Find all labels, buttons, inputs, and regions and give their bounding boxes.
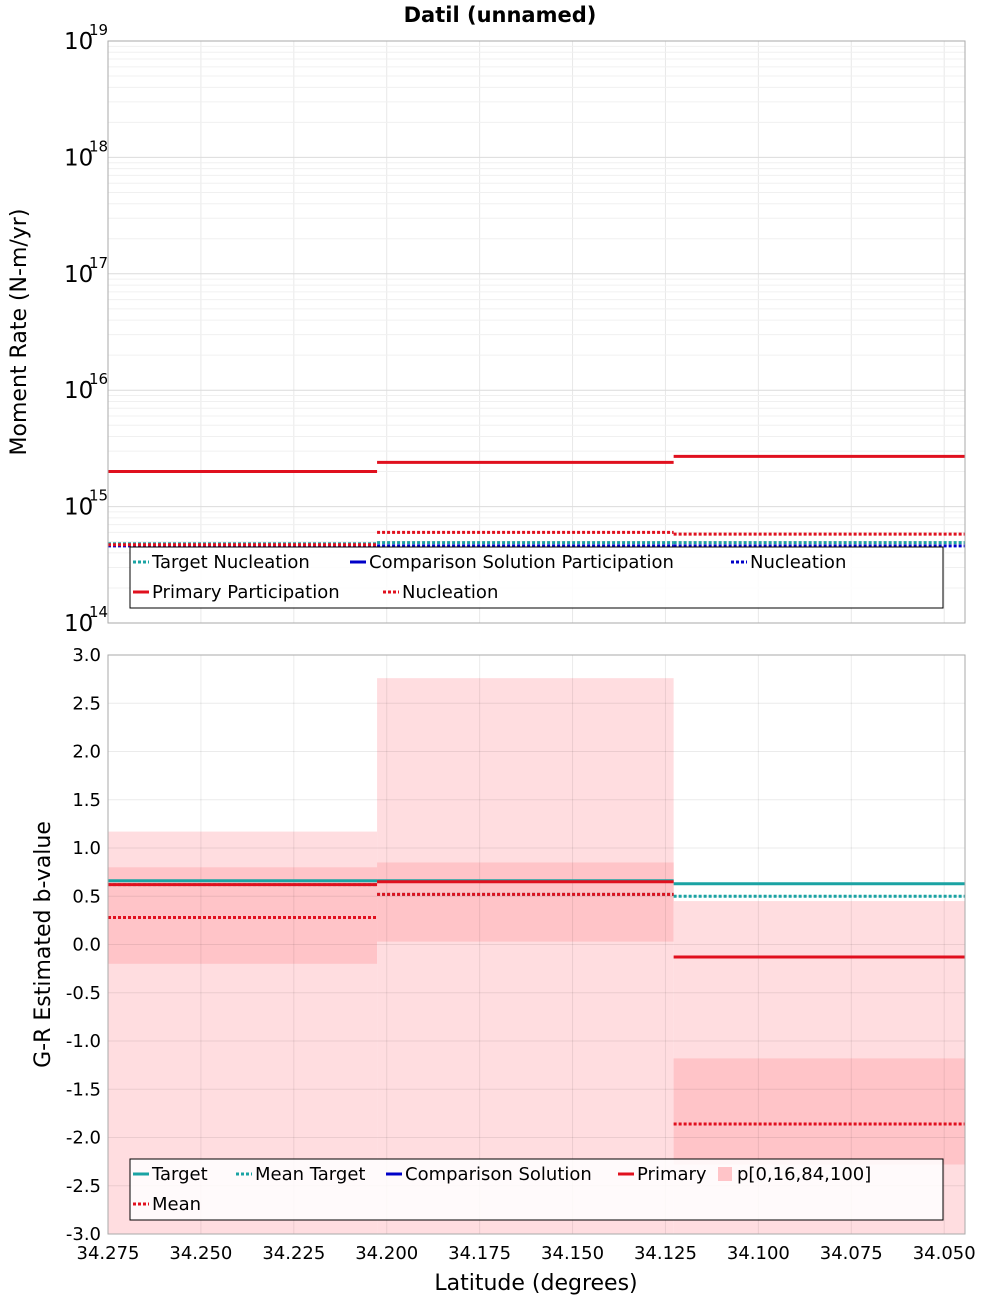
b-value-y-tick-label: 1.0: [72, 838, 101, 859]
moment-rate-y-tick-exp: 19: [89, 21, 108, 39]
legend-label: Nucleation: [402, 582, 498, 603]
legend-label: Primary Participation: [152, 582, 340, 603]
moment-rate-y-tick-base: 10: [64, 495, 93, 521]
x-tick-label: 34.250: [169, 1243, 232, 1264]
b-value-y-tick-label: -2.0: [66, 1128, 101, 1149]
moment-rate-y-tick-base: 10: [64, 29, 93, 55]
x-tick-label: 34.125: [634, 1243, 697, 1264]
x-tick-label: 34.225: [262, 1243, 325, 1264]
legend-swatch-band: [718, 1167, 732, 1181]
legend-label: Comparison Solution: [405, 1164, 592, 1185]
band-outer: [377, 678, 674, 1234]
moment-rate-y-tick-exp: 18: [89, 137, 108, 155]
b-value-y-ticks: 3.0 2.5 2.0 1.5 1.0 0.5 0.0 -0.5 -1.0 -1.5 -2.0 -2.…: [66, 645, 101, 1245]
moment-rate-y-label: Moment Rate (N-m/yr): [7, 209, 32, 456]
moment-rate-y-tick-base: 10: [64, 145, 93, 171]
b-value-y-tick-label: -2.5: [66, 1176, 101, 1197]
band-inner: [377, 862, 674, 942]
b-value-y-tick-label: 0.0: [72, 935, 101, 956]
b-value-frame: [107, 654, 966, 1235]
legend-label: Comparison Solution Participation: [369, 552, 674, 573]
legend-box: [129, 546, 944, 609]
moment-rate-y-tick-base: 10: [64, 611, 93, 637]
moment-rate-y-tick-exp: 15: [89, 487, 108, 505]
moment-rate-grid: [107, 41, 965, 624]
legend-label: Mean: [152, 1194, 201, 1215]
b-value-series: [108, 879, 965, 1126]
legend-label: Target: [151, 1164, 208, 1185]
b-value-y-tick-label: 2.5: [72, 693, 101, 714]
moment-rate-y-tick-exp: 17: [89, 254, 108, 272]
b-value-y-tick-label: 2.0: [72, 742, 101, 763]
chart-title: Datil (unnamed): [404, 3, 597, 27]
b-value-y-tick-label: 1.5: [72, 790, 101, 811]
x-tick-label: 34.175: [448, 1243, 511, 1264]
moment-rate-y-tick-base: 10: [64, 378, 93, 404]
moment-rate-series: [108, 454, 965, 548]
x-axis-label: Latitude (degrees): [434, 1271, 637, 1296]
b-value-y-label: G-R Estimated b-value: [31, 821, 56, 1068]
legend-label: Mean Target: [255, 1164, 365, 1185]
b-value-panel: 3.0 2.5 2.0 1.5 1.0 0.5 0.0 -0.5 -1.0 -1.5 -2.0 -2.…: [31, 645, 976, 1296]
moment-rate-y-tick-exp: 16: [89, 370, 108, 388]
moment-rate-y-tick-base: 10: [64, 262, 93, 288]
moment-rate-frame: [107, 40, 966, 624]
legend-label: Nucleation: [750, 552, 846, 573]
b-value-y-tick-label: 3.0: [72, 645, 101, 666]
x-tick-label: 34.050: [913, 1243, 976, 1264]
x-tick-label: 34.200: [355, 1243, 418, 1264]
b-value-y-tick-label: -1.5: [66, 1079, 101, 1100]
b-value-y-tick-label: 0.5: [72, 886, 101, 907]
x-tick-label: 34.150: [541, 1243, 604, 1264]
b-value-x-ticks: 34.275 34.250 34.225 34.200 34.175 34.150 34.1…: [77, 1243, 976, 1264]
legend-label: Target Nucleation: [151, 552, 310, 573]
x-tick-label: 34.075: [820, 1243, 883, 1264]
x-tick-label: 34.275: [77, 1243, 140, 1264]
b-value-legend: Target Mean Target Comparison Solution Prim…: [129, 1158, 944, 1221]
legend-label: Primary: [637, 1164, 707, 1185]
legend-label: p[0,16,84,100]: [737, 1164, 871, 1185]
b-value-y-tick-label: -0.5: [66, 983, 101, 1004]
b-value-y-tick-label: -3.0: [66, 1224, 101, 1245]
b-value-y-tick-label: -1.0: [66, 1031, 101, 1052]
legend-box: [129, 1158, 944, 1221]
band-inner: [673, 1058, 965, 1165]
x-tick-label: 34.100: [727, 1243, 790, 1264]
moment-rate-y-tick-exp: 14: [89, 603, 108, 621]
moment-rate-legend: Target Nucleation Comparison Solution Par…: [129, 546, 944, 609]
